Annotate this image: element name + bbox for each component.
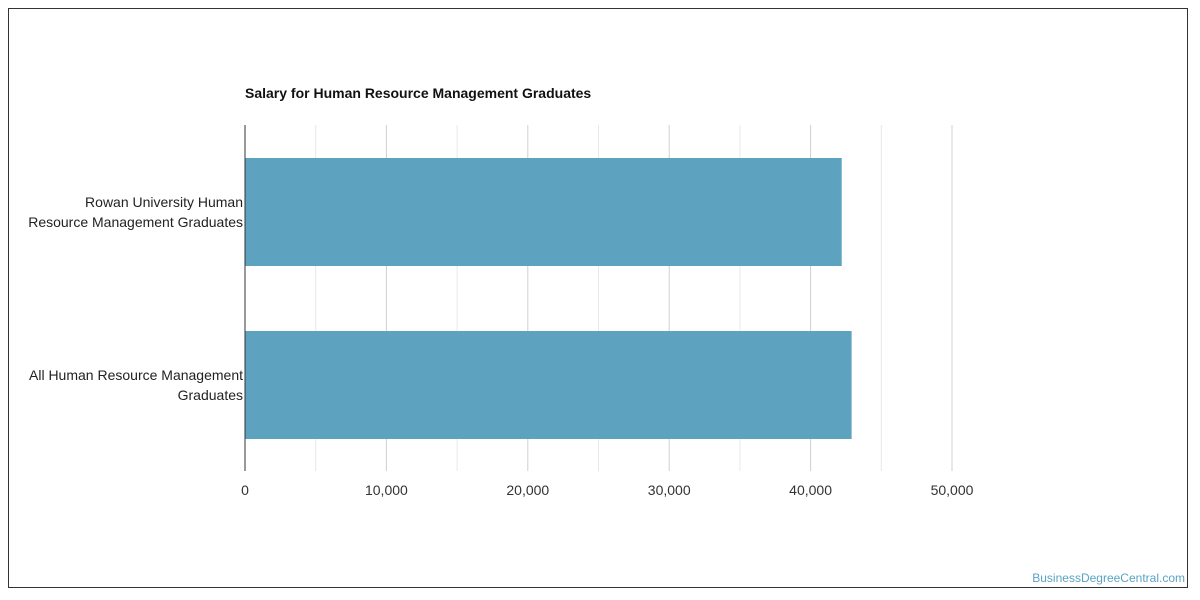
category-label-line: Graduates [178, 387, 243, 403]
x-tick-label: 20,000 [506, 482, 549, 498]
x-tick-label: 40,000 [789, 482, 832, 498]
bar [245, 158, 842, 266]
watermark[interactable]: BusinessDegreeCentral.com [1032, 571, 1185, 585]
category-label-line: Resource Management Graduates [28, 214, 243, 230]
category-label-line: All Human Resource Management [29, 367, 243, 383]
bar [245, 331, 852, 439]
x-tick-label: 10,000 [365, 482, 408, 498]
category-label-line: Rowan University Human [85, 194, 243, 210]
chart-title: Salary for Human Resource Management Gra… [245, 85, 592, 101]
x-tick-label: 0 [241, 482, 249, 498]
x-tick-label: 30,000 [648, 482, 691, 498]
category-label: Rowan University Human Resource Managemen… [28, 194, 243, 230]
category-label: All Human Resource Management Graduates [29, 367, 243, 403]
x-tick-label: 50,000 [931, 482, 974, 498]
chart-frame [8, 8, 1188, 588]
